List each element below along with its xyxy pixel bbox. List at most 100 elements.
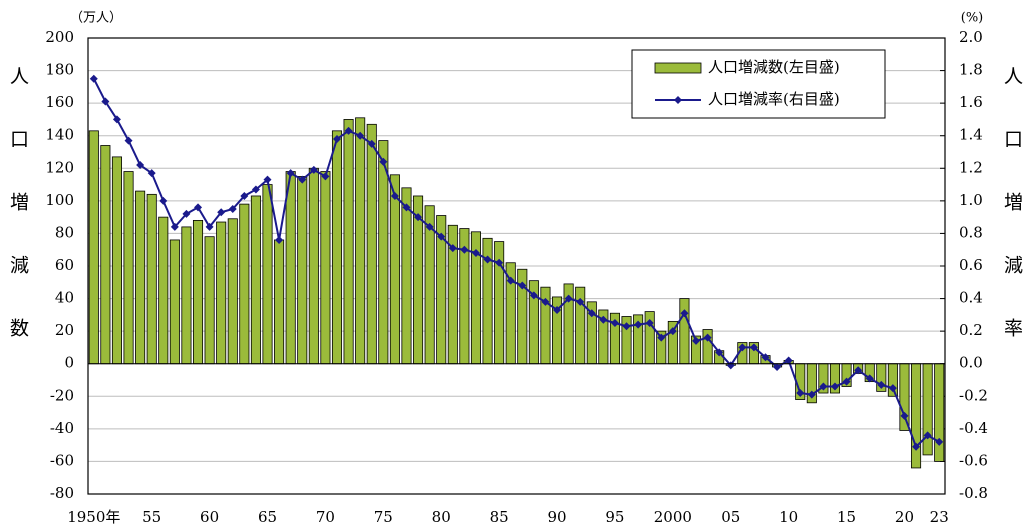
line-marker	[147, 169, 156, 178]
line-marker	[842, 377, 851, 386]
y2-tick-label: 1.0	[959, 191, 983, 209]
bar	[100, 145, 111, 365]
x-tick-label: 95	[605, 508, 624, 526]
line-marker	[738, 343, 747, 352]
bar	[158, 216, 169, 365]
line-marker	[599, 315, 608, 324]
bar	[123, 171, 134, 365]
bar	[899, 363, 910, 431]
line-marker	[807, 390, 816, 399]
line-marker	[251, 185, 260, 194]
bar	[285, 171, 296, 365]
line-marker	[471, 248, 480, 257]
x-tick-label: 75	[374, 508, 393, 526]
x-tick-label: 05	[721, 508, 740, 526]
line-marker	[217, 208, 226, 217]
y-tick-label: 140	[45, 126, 74, 144]
line-marker	[240, 191, 249, 200]
line-marker	[703, 333, 712, 342]
x-tick-label: 1950年	[67, 508, 120, 526]
bar	[389, 174, 400, 365]
bar	[274, 239, 285, 365]
bar	[934, 363, 945, 462]
bar	[297, 176, 308, 365]
line-marker	[715, 348, 724, 357]
x-tick-label: 80	[432, 508, 451, 526]
legend-label: 人口増減数(左目盛)	[708, 58, 840, 76]
y-tick-label: 20	[55, 321, 74, 339]
bar	[204, 236, 215, 365]
line-marker	[854, 366, 863, 375]
line-marker	[321, 172, 330, 181]
line-marker	[576, 297, 585, 306]
line-marker	[657, 333, 666, 342]
y-tick-label: 60	[55, 256, 74, 274]
bar	[401, 187, 412, 365]
bar	[355, 117, 366, 365]
y-tick-label: -20	[50, 386, 74, 404]
line-marker	[634, 320, 643, 329]
bar	[911, 363, 922, 469]
line-marker	[610, 319, 619, 327]
line-marker	[900, 411, 909, 420]
y-tick-label: -80	[50, 484, 74, 502]
line-marker	[483, 255, 492, 264]
line-marker	[124, 136, 133, 145]
line-marker	[344, 126, 353, 135]
line-marker	[136, 161, 145, 170]
y-tick-label: 40	[55, 289, 74, 307]
line-marker	[564, 294, 573, 303]
line-marker	[89, 74, 98, 83]
legend-marker	[674, 96, 682, 104]
legend-box	[631, 49, 886, 119]
y2-tick-label: 1.6	[959, 93, 983, 111]
line-marker	[865, 374, 874, 383]
y2-tick-label: 1.2	[959, 158, 983, 176]
x-tick-label: 10	[779, 508, 798, 526]
line-marker	[460, 245, 469, 254]
y-tick-label: -40	[50, 419, 74, 437]
x-tick-label: 2000	[654, 508, 692, 526]
x-tick-label: 23	[930, 508, 949, 526]
line-marker	[275, 235, 284, 244]
line-marker	[228, 205, 237, 213]
bar	[320, 171, 331, 365]
y2-tick-label: 1.8	[959, 61, 983, 79]
line-marker	[692, 336, 701, 345]
bar	[366, 123, 377, 365]
line-marker	[332, 134, 341, 143]
line-marker	[356, 131, 365, 140]
line-marker	[668, 327, 677, 336]
line-marker	[182, 209, 191, 218]
x-tick-label: 60	[200, 508, 219, 526]
x-tick-label: 55	[142, 508, 161, 526]
bar	[343, 119, 354, 365]
line-marker	[159, 196, 168, 205]
line-marker	[194, 203, 203, 212]
line-marker	[379, 157, 388, 166]
x-tick-label: 70	[316, 508, 335, 526]
line-marker	[112, 115, 121, 124]
line-marker	[101, 97, 110, 106]
bar	[192, 219, 204, 365]
line-marker	[286, 169, 295, 178]
y-axis-label: 人口増減数	[7, 66, 29, 381]
y-unit: （万人）	[70, 11, 122, 26]
x-tick-label: 65	[258, 508, 277, 526]
x-tick-label: 15	[837, 508, 856, 526]
bar	[135, 190, 146, 365]
legend-swatch	[654, 62, 702, 74]
y-tick-label: 80	[55, 223, 74, 241]
line-marker	[437, 232, 446, 241]
line-marker	[414, 213, 423, 222]
line-marker	[263, 175, 272, 184]
bar	[239, 203, 250, 365]
line-marker	[888, 384, 897, 393]
line-marker	[448, 244, 457, 253]
y-tick-label: 160	[45, 93, 74, 111]
legend: 人口増減数(左目盛) 人口増減率(右目盛)	[631, 49, 886, 119]
line-marker	[749, 343, 758, 352]
y-tick-label: 200	[45, 28, 74, 46]
